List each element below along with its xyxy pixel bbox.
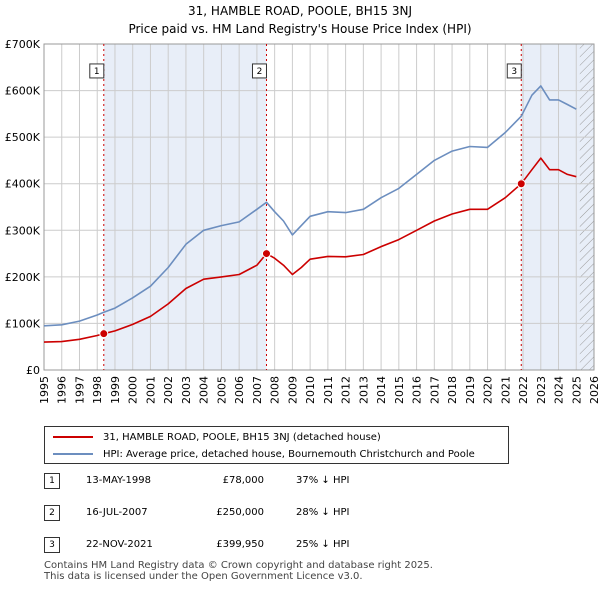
sale-number-badge: 1 [44, 473, 60, 489]
x-tick-label: 2004 [198, 376, 211, 404]
x-tick-label: 2000 [127, 376, 140, 404]
x-tick-label: 2012 [340, 376, 353, 404]
y-tick-label: £200K [5, 271, 41, 284]
shaded-period [103, 44, 267, 370]
footer-copyright: Contains HM Land Registry data © Crown c… [44, 560, 433, 571]
sale-point [261, 249, 271, 259]
x-tick-label: 2021 [499, 376, 512, 404]
x-tick-label: 2016 [411, 376, 424, 404]
x-tick-label: 2006 [233, 376, 246, 404]
plot-frame [43, 43, 595, 371]
x-tick-label: 2011 [322, 376, 335, 404]
x-tick-label: 1999 [109, 376, 122, 404]
x-tick-label: 2024 [553, 376, 566, 404]
hpi-series-line [43, 85, 577, 327]
x-tick-label: 2003 [180, 376, 193, 404]
x-tick-label: 2023 [535, 376, 548, 404]
y-tick-label: £500K [5, 131, 41, 144]
legend-line-property [53, 436, 93, 438]
x-tick-label: 2025 [570, 376, 583, 404]
sale-hpi-delta: 25% ↓ HPI [296, 539, 350, 550]
chart-subtitle: Price paid vs. HM Land Registry's House … [128, 22, 472, 36]
sale-hpi-delta: 37% ↓ HPI [296, 475, 350, 486]
forecast-hatch [579, 44, 594, 370]
x-tick-label: 2001 [144, 376, 157, 404]
x-tick-label: 2019 [464, 376, 477, 404]
sale-price: £399,950 [216, 539, 264, 550]
x-tick-label: 2005 [215, 376, 228, 404]
y-tick-label: £700K [5, 38, 41, 51]
x-tick-label: 1996 [56, 376, 69, 404]
y-tick-label: £300K [5, 224, 41, 237]
x-tick-label: 2015 [393, 376, 406, 404]
sale-date: 13-MAY-1998 [86, 475, 152, 486]
x-tick-label: 2010 [304, 376, 317, 404]
sale-date: 22-NOV-2021 [86, 539, 153, 550]
x-tick-label: 2008 [269, 376, 282, 404]
y-tick-label: £600K [5, 85, 41, 98]
sale-label-box [89, 63, 105, 79]
sale-label-text: 1 [94, 67, 100, 77]
price-chart: £0 £100K £200K £300K £400K £500K £600K £700K 199… [5, 38, 600, 404]
x-tick-label: 2007 [251, 376, 264, 404]
sale-price: £78,000 [222, 475, 264, 486]
x-tick-label: 1997 [73, 376, 86, 404]
sale-label-text: 2 [257, 67, 263, 77]
legend-label-hpi: HPI: Average price, detached house, Bour… [103, 448, 475, 460]
legend-label-property: 31, HAMBLE ROAD, POOLE, BH15 3NJ (detach… [103, 431, 381, 443]
legend-item-property: 31, HAMBLE ROAD, POOLE, BH15 3NJ (detach… [53, 430, 381, 444]
x-tick-label: 2018 [446, 376, 459, 404]
y-tick-label: £0 [26, 364, 40, 377]
sale-label-box [251, 63, 267, 79]
x-tick-label: 2014 [375, 376, 388, 404]
footer: Contains HM Land Registry data © Crown c… [44, 560, 433, 582]
x-tick-label: 2013 [357, 376, 370, 404]
sale-label-box [506, 63, 522, 79]
x-tick-label: 1998 [91, 376, 104, 404]
footer-licence: This data is licensed under the Open Gov… [44, 571, 363, 582]
sale-point [516, 179, 526, 189]
x-tick-label: 2017 [428, 376, 441, 404]
sale-label-text: 3 [511, 67, 517, 77]
sale-row: 1 13-MAY-1998 £78,000 37% ↓ HPI [44, 472, 584, 492]
x-tick-label: 2002 [162, 376, 175, 404]
sale-point [99, 329, 109, 339]
x-tick-label: 2020 [482, 376, 495, 404]
sale-number-badge: 3 [44, 537, 60, 553]
legend-line-hpi [53, 453, 93, 455]
y-tick-label: £100K [5, 317, 41, 330]
sale-row: 3 22-NOV-2021 £399,950 25% ↓ HPI [44, 536, 584, 556]
sale-date: 16-JUL-2007 [86, 507, 148, 518]
chart-title: 31, HAMBLE ROAD, POOLE, BH15 3NJ [188, 4, 412, 18]
sale-price: £250,000 [216, 507, 264, 518]
x-tick-label: 2026 [588, 376, 600, 404]
legend: 31, HAMBLE ROAD, POOLE, BH15 3NJ (detach… [44, 426, 509, 464]
legend-item-hpi: HPI: Average price, detached house, Bour… [53, 447, 475, 461]
x-tick-label: 1995 [38, 376, 51, 404]
sale-number-badge: 2 [44, 505, 60, 521]
x-tick-label: 2009 [286, 376, 299, 404]
sale-hpi-delta: 28% ↓ HPI [296, 507, 350, 518]
sale-row: 2 16-JUL-2007 £250,000 28% ↓ HPI [44, 504, 584, 524]
x-tick-label: 2022 [517, 376, 530, 404]
y-tick-label: £400K [5, 178, 41, 191]
